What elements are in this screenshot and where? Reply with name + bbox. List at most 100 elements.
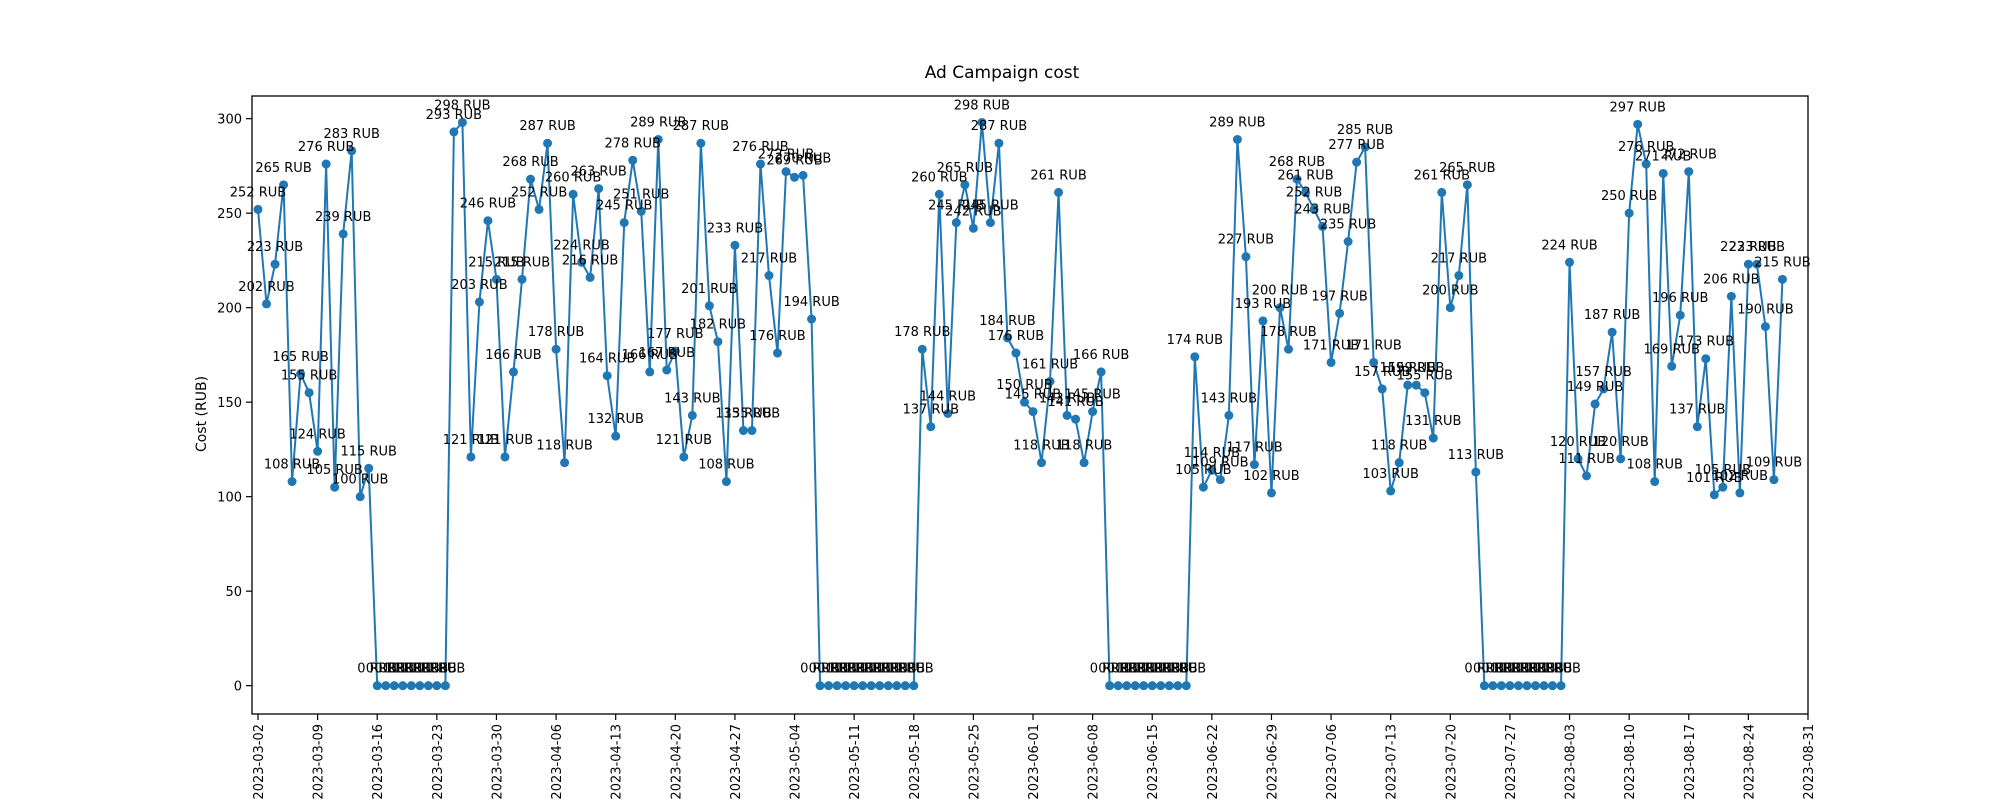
data-label: 0 RUB bbox=[1115, 662, 1155, 677]
data-point bbox=[577, 257, 587, 267]
data-label: 132 RUB bbox=[587, 412, 643, 427]
data-label: 216 RUB bbox=[562, 253, 618, 268]
data-point bbox=[1113, 681, 1123, 691]
data-point bbox=[1701, 354, 1711, 364]
data-point bbox=[1088, 407, 1098, 417]
data-label: 245 RUB bbox=[596, 199, 652, 214]
data-label: 165 RUB bbox=[272, 350, 328, 365]
data-point bbox=[1318, 221, 1328, 231]
y-tick-label: 0 bbox=[234, 680, 242, 695]
data-point bbox=[406, 681, 416, 691]
data-point bbox=[534, 204, 544, 214]
data-label: 283 RUB bbox=[323, 127, 379, 142]
data-label: 287 RUB bbox=[519, 119, 575, 134]
data-label: 131 RUB bbox=[1405, 414, 1461, 429]
data-label: 287 RUB bbox=[673, 119, 729, 134]
data-point bbox=[1190, 352, 1200, 362]
data-point bbox=[636, 206, 646, 216]
data-label: 166 RUB bbox=[1073, 348, 1129, 363]
data-label: 166 RUB bbox=[485, 348, 541, 363]
data-label: 239 RUB bbox=[315, 210, 371, 225]
data-label: 187 RUB bbox=[1584, 308, 1640, 323]
data-point bbox=[313, 446, 323, 456]
data-label: 155 RUB bbox=[1397, 369, 1453, 384]
data-point bbox=[1283, 344, 1293, 354]
data-label: 252 RUB bbox=[511, 185, 567, 200]
data-point bbox=[1709, 490, 1719, 500]
x-tick-label: 2023-08-10 bbox=[1623, 724, 1638, 800]
data-label: 0 RUB bbox=[826, 662, 866, 677]
data-point bbox=[790, 172, 800, 182]
data-label: 276 RUB bbox=[298, 140, 354, 155]
x-tick-label: 2023-03-16 bbox=[371, 724, 386, 800]
data-point bbox=[423, 681, 433, 691]
data-label: 235 RUB bbox=[1320, 218, 1376, 233]
data-label: 0 RUB bbox=[1473, 662, 1513, 677]
data-point bbox=[1437, 187, 1447, 197]
data-point bbox=[713, 337, 723, 347]
data-point bbox=[432, 681, 442, 691]
data-label: 0 RUB bbox=[1090, 662, 1130, 677]
data-label: 145 RUB bbox=[1005, 388, 1061, 403]
data-point bbox=[1326, 357, 1336, 367]
data-point bbox=[866, 681, 876, 691]
data-label: 0 RUB bbox=[843, 662, 883, 677]
data-label: 202 RUB bbox=[238, 280, 294, 295]
x-tick-label: 2023-06-08 bbox=[1087, 724, 1102, 800]
data-label: 176 RUB bbox=[749, 329, 805, 344]
data-point bbox=[1266, 488, 1276, 498]
data-point bbox=[1096, 367, 1106, 377]
data-point bbox=[1173, 681, 1183, 691]
x-tick-label: 2023-03-30 bbox=[490, 724, 505, 800]
data-label: 149 RUB bbox=[1567, 380, 1623, 395]
data-point bbox=[662, 365, 672, 375]
data-point bbox=[1360, 142, 1370, 152]
data-label: 176 RUB bbox=[988, 329, 1044, 344]
data-label: 0 RUB bbox=[1149, 662, 1189, 677]
data-point bbox=[1462, 180, 1472, 190]
data-point bbox=[1522, 681, 1532, 691]
data-label: 0 RUB bbox=[877, 662, 917, 677]
data-label: 167 RUB bbox=[639, 346, 695, 361]
data-label: 109 RUB bbox=[1192, 456, 1248, 471]
data-point bbox=[807, 314, 817, 324]
data-point bbox=[560, 458, 570, 468]
data-point bbox=[594, 184, 604, 194]
data-point bbox=[330, 482, 340, 492]
x-tick-label: 2023-06-29 bbox=[1265, 724, 1280, 800]
data-label: 268 RUB bbox=[1269, 155, 1325, 170]
data-point bbox=[738, 426, 748, 436]
data-point bbox=[1539, 681, 1549, 691]
data-point bbox=[1335, 308, 1345, 318]
data-point bbox=[1573, 454, 1583, 464]
data-point bbox=[491, 274, 501, 284]
data-label: 224 RUB bbox=[553, 238, 609, 253]
data-point bbox=[415, 681, 425, 691]
data-point bbox=[1054, 187, 1064, 197]
data-point bbox=[1224, 410, 1234, 420]
data-point bbox=[645, 367, 655, 377]
data-point bbox=[338, 229, 348, 239]
data-label: 0 RUB bbox=[1481, 662, 1521, 677]
data-point bbox=[1369, 357, 1379, 367]
data-point bbox=[892, 681, 902, 691]
data-point bbox=[372, 681, 382, 691]
data-label: 0 RUB bbox=[1141, 662, 1181, 677]
data-point bbox=[1760, 322, 1770, 332]
y-tick-label: 300 bbox=[217, 113, 242, 128]
data-point bbox=[1394, 458, 1404, 468]
data-label: 178 RUB bbox=[528, 325, 584, 340]
data-label: 0 RUB bbox=[1158, 662, 1198, 677]
data-point bbox=[900, 681, 910, 691]
data-label: 194 RUB bbox=[783, 295, 839, 310]
data-label: 223 RUB bbox=[247, 240, 303, 255]
data-label: 271 RUB bbox=[1635, 149, 1691, 164]
data-point bbox=[781, 167, 791, 177]
x-tick-label: 2023-04-06 bbox=[550, 724, 565, 800]
data-point bbox=[1062, 410, 1072, 420]
x-tick-label: 2023-03-09 bbox=[312, 724, 327, 800]
data-label: 118 RUB bbox=[1013, 439, 1069, 454]
data-point bbox=[517, 274, 527, 284]
data-label: 263 RUB bbox=[570, 165, 626, 180]
